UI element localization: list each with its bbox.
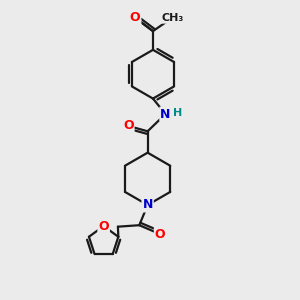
Text: O: O <box>98 220 109 232</box>
Text: H: H <box>173 108 183 118</box>
Text: O: O <box>123 119 134 132</box>
Text: N: N <box>142 199 153 212</box>
Text: O: O <box>130 11 140 24</box>
Text: N: N <box>160 107 171 121</box>
Text: O: O <box>155 228 165 241</box>
Text: CH₃: CH₃ <box>161 13 183 23</box>
